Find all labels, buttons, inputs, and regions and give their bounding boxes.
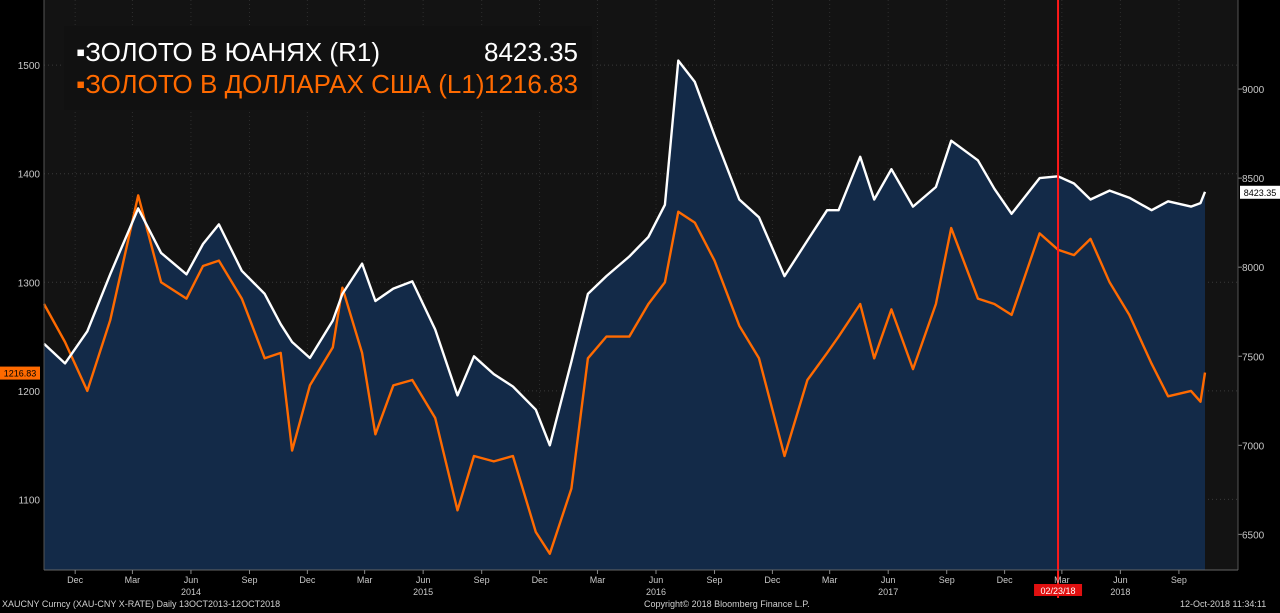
x-axis-month-label: Sep bbox=[474, 575, 490, 585]
x-axis-month-label: Dec bbox=[299, 575, 316, 585]
x-axis-month-label: Mar bbox=[590, 575, 606, 585]
x-axis-month-label: Dec bbox=[764, 575, 781, 585]
x-axis-month-label: Jun bbox=[1113, 575, 1128, 585]
x-axis-month-label: Jun bbox=[184, 575, 199, 585]
cny-series-area-fill bbox=[44, 60, 1205, 570]
footer-timestamp: 12-Oct-2018 11:34:11 bbox=[1180, 599, 1267, 609]
legend-entry-cny: ▪ЗОЛОТО В ЮАНЯХ (R1) 8423.35 bbox=[76, 36, 578, 68]
legend-entry-usd: ▪ЗОЛОТО В ДОЛЛАРАХ США (L1) 1216.83 bbox=[76, 68, 578, 100]
x-axis-month-label: Sep bbox=[939, 575, 955, 585]
left-axis-tick-label: 1500 bbox=[18, 61, 41, 72]
x-axis-month-label: Jun bbox=[881, 575, 896, 585]
usd-series-line bbox=[42, 194, 1207, 555]
x-axis-month-label: Dec bbox=[67, 575, 84, 585]
right-last-value-badge bbox=[1240, 185, 1280, 199]
x-axis-year-label: 2015 bbox=[413, 587, 433, 597]
x-axis-year-label: 2014 bbox=[181, 587, 201, 597]
left-axis-tick-label: 1200 bbox=[18, 387, 41, 398]
left-last-value-badge bbox=[0, 366, 40, 380]
footer-copyright: Copyright© 2018 Bloomberg Finance L.P. bbox=[644, 599, 810, 609]
x-axis-month-label: Sep bbox=[707, 575, 723, 585]
left-axis-tick-label: 1300 bbox=[18, 278, 41, 289]
x-axis-month-label: Mar bbox=[1054, 575, 1070, 585]
last-value-tags: 1216.83 8423.35 bbox=[0, 185, 1280, 380]
x-axis-month-label: Dec bbox=[997, 575, 1014, 585]
right-axis-tick-label: 8000 bbox=[1242, 263, 1265, 274]
right-axis-tick-label: 6500 bbox=[1242, 530, 1265, 541]
right-last-value-label: 8423.35 bbox=[1244, 188, 1277, 198]
date-marker-badge bbox=[1034, 584, 1083, 596]
x-axis: Dec Mar Jun Sep Dec Mar Jun Sep Dec Mar Jun Sep Dec M… bbox=[44, 569, 1238, 597]
x-axis-year-label: 2017 bbox=[878, 587, 898, 597]
date-marker-label: 02/23/18 bbox=[1041, 586, 1076, 596]
right-axis: 6500 7000 7500 8000 8500 9000 bbox=[1237, 0, 1265, 570]
x-axis-month-label: Mar bbox=[125, 575, 141, 585]
cny-series-line bbox=[43, 59, 1207, 447]
x-axis-month-label: Dec bbox=[532, 575, 549, 585]
x-axis-month-label: Sep bbox=[241, 575, 257, 585]
legend-value-cny: 8423.35 bbox=[484, 37, 578, 67]
right-axis-tick-label: 8500 bbox=[1242, 174, 1265, 185]
right-axis-tick-label: 7500 bbox=[1242, 352, 1265, 363]
left-last-value-label: 1216.83 bbox=[4, 369, 37, 379]
x-axis-year-label: 2018 bbox=[1110, 587, 1130, 597]
legend-value-usd: 1216.83 bbox=[484, 69, 578, 99]
right-axis-tick-label: 7000 bbox=[1242, 441, 1265, 452]
left-axis-tick-label: 1400 bbox=[18, 170, 41, 181]
x-axis-month-label: Mar bbox=[822, 575, 838, 585]
x-axis-year-label: 2016 bbox=[646, 587, 666, 597]
x-axis-month-label: Jun bbox=[649, 575, 664, 585]
legend-label-cny: ▪ЗОЛОТО В ЮАНЯХ (R1) bbox=[76, 37, 380, 67]
x-axis-month-label: Sep bbox=[1171, 575, 1187, 585]
left-axis: 1100 1200 1300 1400 1500 bbox=[18, 0, 45, 570]
legend: ▪ЗОЛОТО В ЮАНЯХ (R1) 8423.35 ▪ЗОЛОТО В Д… bbox=[64, 26, 592, 110]
footer-security-info: XAUCNY Curncy (XAU-CNY X-RATE) Daily 13O… bbox=[2, 599, 281, 609]
x-axis-month-label: Mar bbox=[357, 575, 373, 585]
right-axis-tick-label: 9000 bbox=[1242, 85, 1265, 96]
legend-label-usd: ▪ЗОЛОТО В ДОЛЛАРАХ США (L1) bbox=[76, 69, 485, 99]
left-axis-tick-label: 1100 bbox=[18, 495, 40, 506]
x-axis-month-label: Jun bbox=[416, 575, 431, 585]
